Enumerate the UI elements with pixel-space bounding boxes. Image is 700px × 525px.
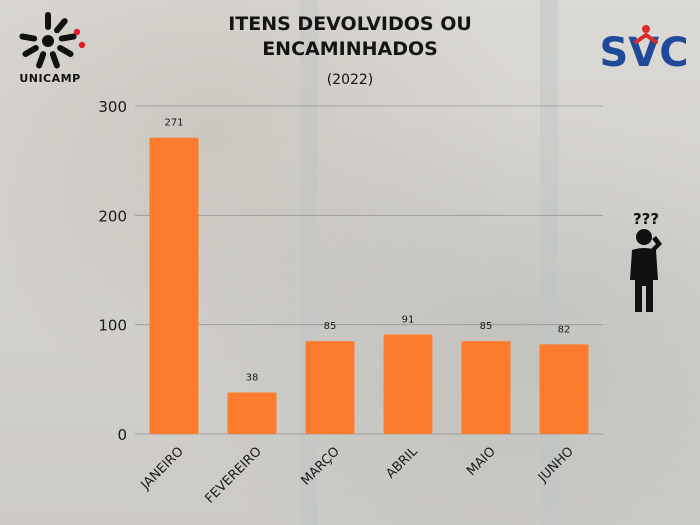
unicamp-logo-icon bbox=[19, 12, 86, 69]
bar bbox=[383, 334, 433, 434]
question-marks: ??? bbox=[633, 210, 659, 228]
y-tick-label: 0 bbox=[117, 426, 127, 444]
x-tick-label: MARÇO bbox=[298, 444, 342, 488]
data-label: 38 bbox=[246, 372, 259, 383]
y-tick-label: 300 bbox=[98, 98, 127, 116]
svc-logo-icon: SVC bbox=[602, 25, 686, 76]
bars bbox=[149, 137, 589, 434]
bar bbox=[149, 137, 199, 434]
bar bbox=[461, 341, 511, 434]
data-label: 85 bbox=[324, 321, 337, 332]
bar bbox=[227, 392, 277, 434]
x-tick-label: ABRIL bbox=[383, 444, 421, 482]
x-tick-label: JUNHO bbox=[535, 444, 577, 486]
chart-subtitle: (2022) bbox=[326, 72, 374, 88]
bar bbox=[305, 341, 355, 434]
y-tick-label: 100 bbox=[98, 317, 127, 335]
x-tick-label: JANEIRO bbox=[138, 444, 187, 493]
data-label: 85 bbox=[480, 321, 493, 332]
unicamp-label: UNICAMP bbox=[19, 72, 81, 85]
data-label: 271 bbox=[164, 118, 183, 129]
chart-title: ITENS DEVOLVIDOS OU ENCAMINHADOS bbox=[150, 12, 550, 62]
chart-title-line1: ITENS DEVOLVIDOS OU bbox=[228, 13, 472, 35]
data-label: 91 bbox=[402, 315, 415, 326]
y-tick-label: 200 bbox=[98, 207, 127, 225]
x-tick-label: FEVEREIRO bbox=[202, 444, 264, 506]
data-labels: 271 38 85 91 85 82 bbox=[164, 118, 570, 384]
confused-person-icon: ??? bbox=[630, 210, 662, 312]
chart-title-line2: ENCAMINHADOS bbox=[262, 38, 438, 60]
data-label: 82 bbox=[558, 324, 571, 335]
x-axis: JANEIRO FEVEREIRO MARÇO ABRIL MAIO JUNHO bbox=[138, 444, 577, 507]
gridlines bbox=[135, 105, 603, 435]
x-tick-label: MAIO bbox=[464, 444, 499, 479]
y-axis: 0 100 200 300 bbox=[98, 98, 127, 444]
bar bbox=[539, 344, 589, 434]
